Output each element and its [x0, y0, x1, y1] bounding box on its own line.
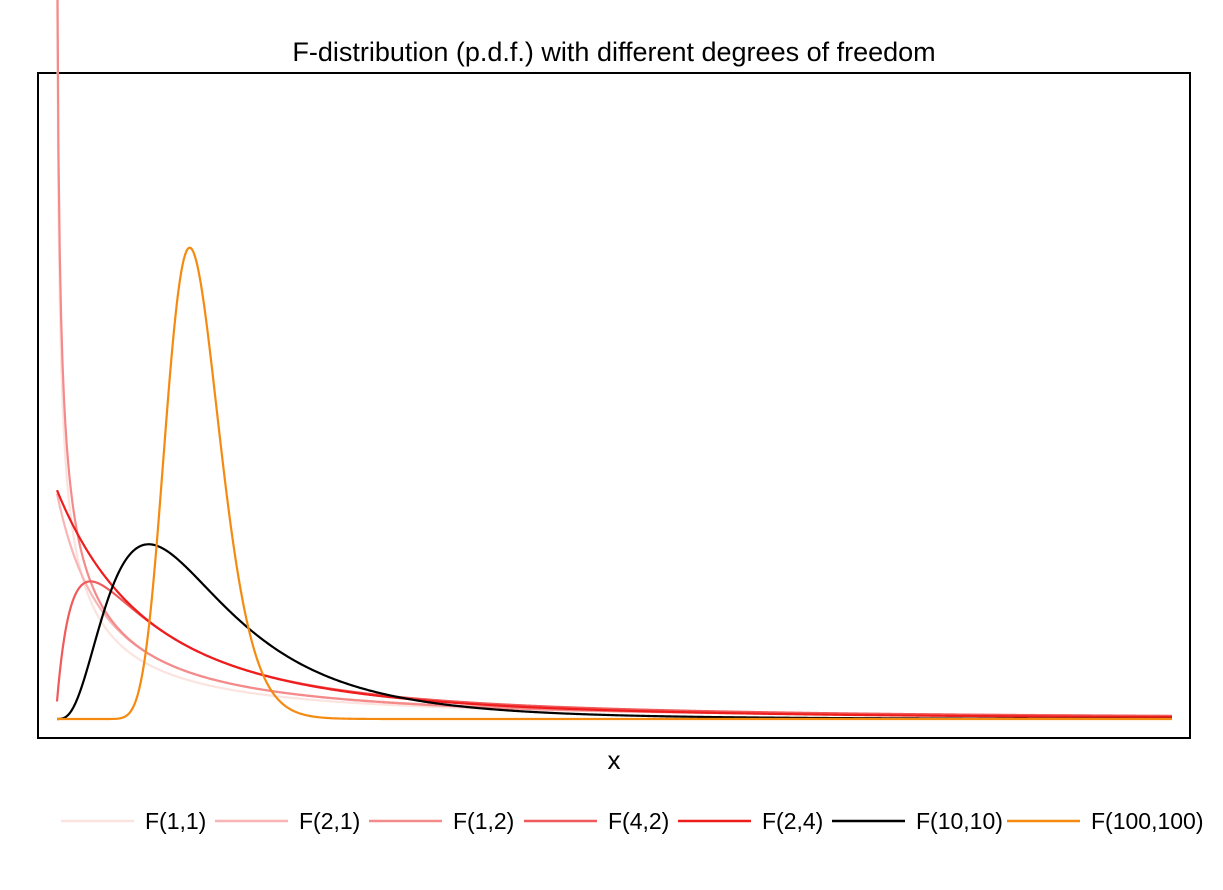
legend-item: F(2,4) — [678, 808, 823, 834]
legend-label: F(1,1) — [145, 808, 206, 834]
legend-item: F(10,10) — [832, 808, 1003, 834]
series-line-f-100-100 — [57, 246, 1172, 721]
legend-item: F(100,100) — [1007, 808, 1204, 834]
series-line-f-2-4 — [55, 489, 1172, 719]
legend: F(1,1) F(2,1) F(1,2) F(4,2) F(2,4) F(10,10) F(… — [61, 808, 1204, 834]
legend-label: F(2,1) — [299, 808, 360, 834]
plot-frame — [37, 72, 1191, 739]
x-axis-label: x — [608, 745, 621, 775]
legend-item: F(1,1) — [61, 808, 206, 834]
legend-label: F(10,10) — [916, 808, 1003, 834]
legend-label: F(2,4) — [762, 808, 823, 834]
legend-item: F(1,2) — [369, 808, 514, 834]
chart-title: F-distribution (p.d.f.) with different d… — [292, 37, 935, 67]
legend-label: F(4,2) — [608, 808, 669, 834]
legend-label: F(1,2) — [453, 808, 514, 834]
plot-area — [55, 0, 1173, 721]
legend-item: F(4,2) — [524, 808, 669, 834]
legend-label: F(100,100) — [1091, 808, 1204, 834]
legend-item: F(2,1) — [215, 808, 360, 834]
